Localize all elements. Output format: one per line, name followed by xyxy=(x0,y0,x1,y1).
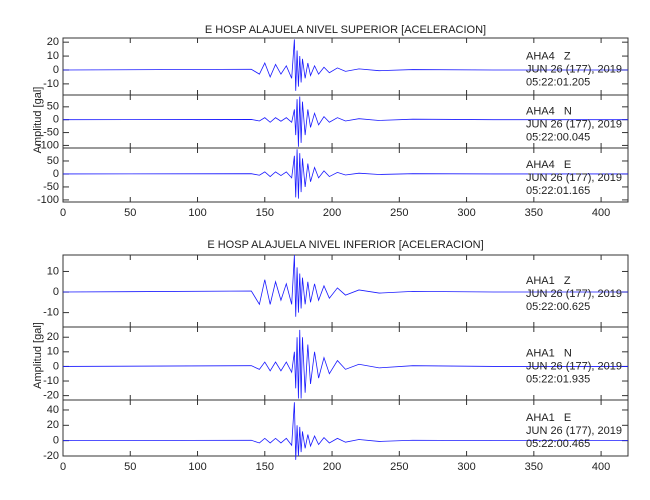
x-tick-label: 150 xyxy=(256,461,274,473)
y-tick-label: 0 xyxy=(53,168,59,180)
y-tick-label: -20 xyxy=(43,390,59,402)
x-tick-label: 200 xyxy=(323,461,341,473)
waveform xyxy=(62,254,628,317)
trace-annotation: JUN 26 (177), 2019 xyxy=(526,172,622,184)
trace-annotation: AHA1 Z xyxy=(526,275,571,287)
y-tick-label: 10 xyxy=(47,50,59,62)
y-tick-label: 10 xyxy=(47,346,59,358)
chart-title: E HOSP ALAJUELA NIVEL SUPERIOR [ACELERAC… xyxy=(205,24,486,36)
x-tick-label: 350 xyxy=(525,461,543,473)
trace-annotation: 05:22:01.935 xyxy=(526,373,590,385)
y-tick-label: 0 xyxy=(53,435,59,447)
y-tick-label: -100 xyxy=(37,139,59,151)
y-tick-label: 50 xyxy=(47,155,59,167)
x-tick-label: 300 xyxy=(457,461,475,473)
x-tick-label: 50 xyxy=(124,461,136,473)
chart-title: E HOSP ALAJUELA NIVEL INFERIOR [ACELERAC… xyxy=(207,239,483,251)
y-tick-label: -50 xyxy=(43,126,59,138)
y-tick-label: 20 xyxy=(47,419,59,431)
waveform xyxy=(62,329,628,399)
y-axis-label: Amplitud [gal] xyxy=(32,87,44,154)
trace-annotation: 05:22:00.045 xyxy=(526,131,590,143)
y-tick-label: -10 xyxy=(43,375,59,387)
trace-annotation: 05:22:01.205 xyxy=(526,76,590,88)
y-tick-label: -10 xyxy=(43,307,59,319)
y-tick-label: 20 xyxy=(47,36,59,48)
x-tick-label: 200 xyxy=(323,207,341,219)
y-tick-label: 0 xyxy=(53,360,59,372)
x-tick-label: 50 xyxy=(124,207,136,219)
y-tick-label: 50 xyxy=(47,101,59,113)
y-tick-label: 0 xyxy=(53,286,59,298)
y-tick-label: 10 xyxy=(47,265,59,277)
trace-annotation: AHA4 E xyxy=(526,159,571,171)
x-tick-label: 300 xyxy=(457,207,475,219)
y-tick-label: 20 xyxy=(47,331,59,343)
trace-annotation: JUN 26 (177), 2019 xyxy=(526,63,622,75)
trace-annotation: 05:22:01.165 xyxy=(526,185,590,197)
y-tick-label: -100 xyxy=(37,194,59,206)
panel-frame xyxy=(62,399,629,457)
x-tick-label: 400 xyxy=(592,207,610,219)
trace-annotation: AHA4 Z xyxy=(526,50,571,62)
trace-annotation: 05:22:00.625 xyxy=(526,301,590,313)
trace-annotation: JUN 26 (177), 2019 xyxy=(526,118,622,130)
x-tick-label: 250 xyxy=(390,461,408,473)
x-tick-label: 350 xyxy=(525,207,543,219)
trace-annotation: 05:22:00.465 xyxy=(526,438,590,450)
x-tick-label: 100 xyxy=(188,461,206,473)
x-tick-label: 250 xyxy=(390,207,408,219)
y-tick-label: 0 xyxy=(53,114,59,126)
trace-annotation: AHA4 N xyxy=(526,105,572,117)
y-axis-label: Amplitud [gal] xyxy=(32,322,44,389)
waveform xyxy=(62,39,628,91)
x-tick-label: 0 xyxy=(60,207,66,219)
y-tick-label: -20 xyxy=(43,450,59,462)
y-tick-label: -50 xyxy=(43,181,59,193)
trace-annotation: JUN 26 (177), 2019 xyxy=(526,288,622,300)
trace-annotation: AHA1 E xyxy=(526,412,571,424)
trace-annotation: AHA1 N xyxy=(526,347,572,359)
x-tick-label: 100 xyxy=(188,207,206,219)
y-tick-label: 40 xyxy=(47,404,59,416)
panel-frame xyxy=(62,147,629,203)
waveform xyxy=(62,96,628,147)
trace-annotation: JUN 26 (177), 2019 xyxy=(526,425,622,437)
x-tick-label: 150 xyxy=(256,207,274,219)
x-tick-label: 400 xyxy=(592,461,610,473)
waveform xyxy=(62,149,628,199)
trace-annotation: JUN 26 (177), 2019 xyxy=(526,360,622,372)
y-tick-label: -10 xyxy=(43,78,59,90)
y-tick-label: 0 xyxy=(53,64,59,76)
x-tick-label: 0 xyxy=(60,461,66,473)
waveform xyxy=(62,402,628,460)
